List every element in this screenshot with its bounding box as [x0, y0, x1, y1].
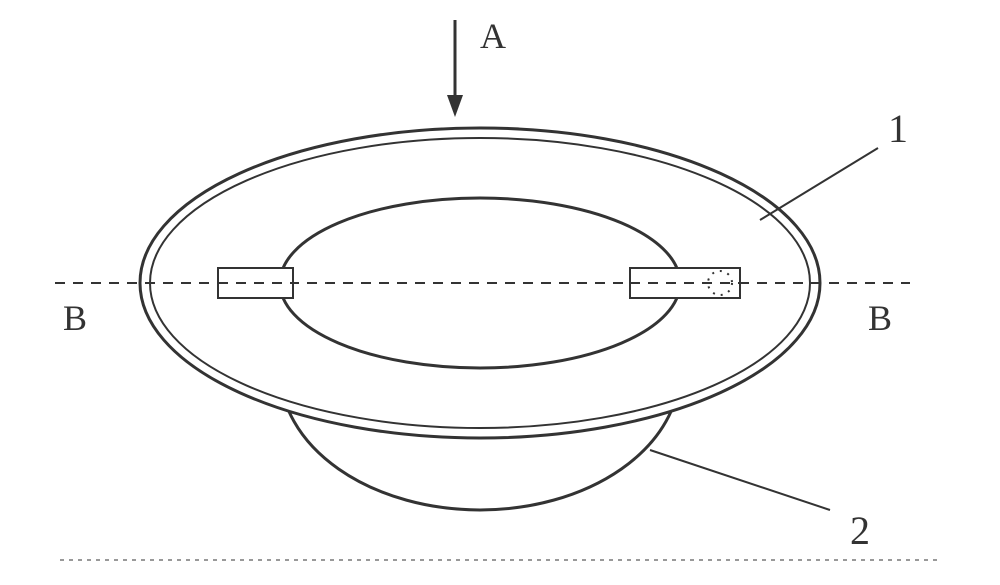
section-label-b-left: B [63, 298, 87, 338]
leader-label-2: 2 [850, 508, 870, 553]
leader-label-1: 1 [888, 106, 908, 151]
view-arrow-a-head [447, 95, 463, 117]
leader-line-1 [760, 148, 878, 220]
leader-line-2 [650, 450, 830, 510]
view-label-a: A [480, 16, 506, 56]
section-label-b-right: B [868, 298, 892, 338]
